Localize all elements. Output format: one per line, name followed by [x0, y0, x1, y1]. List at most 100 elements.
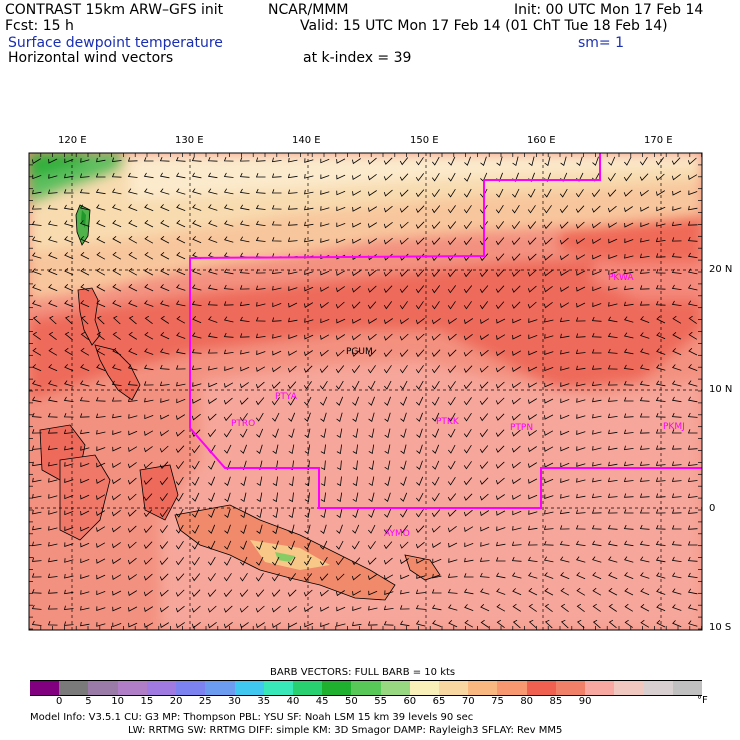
- wind-barb: [687, 509, 698, 514]
- wind-barb: [431, 285, 441, 294]
- wind-barb: [368, 238, 378, 245]
- wind-barb: [159, 364, 170, 370]
- wind-barb: [320, 270, 330, 276]
- wind-barb: [191, 156, 202, 162]
- wind-barb: [399, 525, 409, 534]
- wind-barb: [271, 269, 282, 274]
- wind-barb: [208, 236, 218, 243]
- wind-barb: [607, 205, 617, 213]
- wind-barb: [447, 237, 457, 246]
- wind-barb: [495, 301, 505, 310]
- wind-barb: [560, 430, 570, 436]
- wind-barb: [608, 238, 618, 244]
- wind-barb: [223, 284, 234, 290]
- wind-barb: [256, 492, 263, 503]
- wind-barb: [463, 412, 472, 422]
- wind-barb: [272, 622, 282, 628]
- wind-barb: [607, 189, 617, 198]
- wind-barb: [256, 622, 265, 629]
- wind-barb: [447, 476, 456, 486]
- wind-barb: [48, 158, 58, 164]
- wind-barb: [304, 492, 310, 503]
- colorbar-label: 0: [56, 696, 63, 707]
- wind-barb: [368, 492, 375, 503]
- wind-barb: [527, 285, 537, 293]
- wind-barb: [127, 525, 137, 533]
- wind-barb: [80, 267, 90, 276]
- colorbar-swatch: [585, 680, 615, 696]
- wind-barb: [543, 205, 552, 214]
- wind-barb: [143, 461, 153, 469]
- wind-barb: [160, 220, 170, 228]
- wind-barb: [352, 158, 361, 165]
- wind-barb: [128, 590, 138, 597]
- wind-barb: [447, 269, 457, 278]
- wind-barb: [239, 572, 248, 582]
- wind-barb: [192, 204, 202, 211]
- wind-barb: [224, 508, 231, 518]
- wind-barb: [447, 412, 456, 422]
- wind-barb: [431, 604, 442, 611]
- wind-barb: [304, 606, 314, 613]
- wind-barb: [687, 572, 698, 578]
- wind-barb: [415, 509, 424, 518]
- wind-barb: [479, 381, 489, 389]
- wind-barb: [640, 222, 650, 228]
- wind-barb: [31, 429, 42, 434]
- wind-barb: [159, 557, 169, 566]
- wind-barb: [687, 445, 698, 450]
- wind-barb: [575, 221, 585, 229]
- wind-barb: [127, 477, 137, 485]
- wind-barb: [256, 524, 263, 534]
- wind-barb: [607, 540, 618, 547]
- wind-barb: [79, 188, 90, 194]
- wind-barb: [368, 206, 378, 213]
- wind-barb: [127, 541, 137, 549]
- wind-barb: [432, 444, 440, 454]
- wind-barb: [96, 430, 106, 435]
- wind-barb: [112, 283, 122, 292]
- wind-barb: [495, 253, 505, 262]
- wind-barb: [608, 603, 617, 612]
- wind-barb: [64, 220, 74, 227]
- wind-barb: [368, 574, 377, 581]
- wind-barb: [192, 382, 202, 387]
- map-frame: [28, 152, 703, 631]
- wind-barb: [32, 477, 42, 483]
- wind-barb: [528, 350, 538, 356]
- wind-barb: [287, 381, 297, 390]
- wind-barb: [336, 270, 346, 276]
- wind-barb: [528, 156, 535, 167]
- wind-barb: [560, 382, 570, 387]
- wind-barb: [336, 396, 344, 406]
- wind-barb: [399, 221, 409, 229]
- wind-barb: [383, 620, 394, 626]
- colorbar-label: 20: [169, 696, 183, 707]
- wind-barb: [128, 235, 138, 244]
- wind-barb: [431, 525, 441, 533]
- wind-barb: [96, 315, 105, 325]
- wind-barb: [239, 157, 250, 162]
- wind-barb: [256, 350, 266, 356]
- wind-barb: [655, 429, 666, 434]
- wind-barb: [32, 509, 42, 515]
- wind-barb: [639, 253, 650, 259]
- wind-barb: [239, 413, 248, 422]
- wind-barb: [431, 509, 441, 518]
- wind-barb: [48, 478, 58, 483]
- wind-barb: [400, 492, 408, 502]
- wind-barb: [592, 619, 601, 629]
- wind-barb: [223, 397, 233, 405]
- wind-barb: [687, 221, 698, 226]
- wind-barb: [575, 205, 585, 213]
- wind-barb: [480, 588, 490, 595]
- wind-barb: [672, 604, 682, 611]
- wind-barb: [496, 588, 506, 595]
- colorbar-swatch: [439, 680, 469, 696]
- wind-barb: [511, 285, 521, 293]
- wind-barb: [384, 574, 394, 580]
- wind-barb: [223, 268, 234, 275]
- wind-barb: [639, 413, 650, 418]
- wind-barb: [32, 315, 41, 325]
- wind-barb: [288, 540, 295, 550]
